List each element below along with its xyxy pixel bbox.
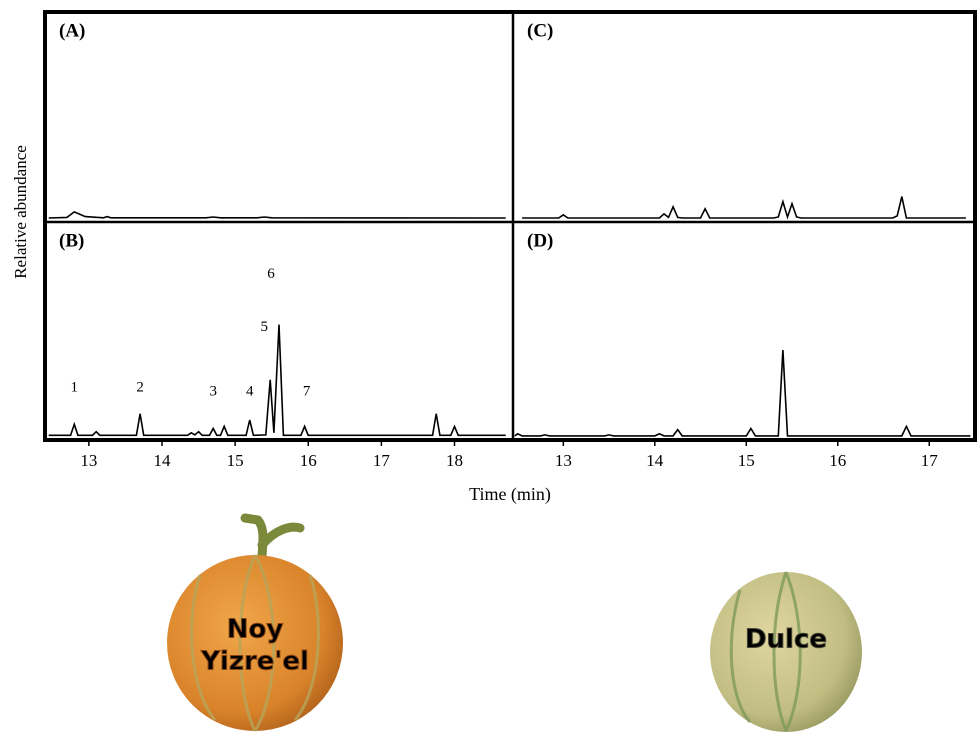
peak-label: 6 — [267, 266, 275, 282]
melon-label: Dulce — [745, 625, 827, 655]
figure: Relative abundance Time (min) Noy Yizre'… — [0, 0, 979, 734]
x-tick-label: 16 — [829, 451, 846, 470]
melon-dulce: Dulce — [710, 572, 862, 732]
trace — [49, 212, 506, 218]
y-axis-label: Relative abundance — [11, 145, 30, 279]
x-axis-label: Time (min) — [469, 484, 551, 505]
x-tick-label: 13 — [80, 451, 97, 470]
peak-label: 2 — [136, 379, 144, 395]
peak-label: 5 — [260, 319, 268, 335]
x-tick-label: 13 — [555, 451, 572, 470]
x-tick-label: 14 — [646, 451, 664, 470]
x-tick-label: 15 — [738, 451, 755, 470]
melon-label: Yizre'el — [200, 647, 309, 677]
melon-noy: Noy Yizre'el — [167, 518, 343, 731]
x-tick-label: 14 — [154, 451, 172, 470]
panel-title: (B) — [59, 230, 84, 251]
x-tick-label: 15 — [227, 451, 244, 470]
peak-label: 3 — [209, 383, 217, 399]
x-tick-label: 16 — [300, 451, 317, 470]
x-tick-label: 17 — [373, 451, 391, 470]
trace — [515, 350, 971, 436]
melon-label: Noy — [227, 615, 284, 645]
x-tick-label: 18 — [446, 451, 463, 470]
panel-title: (D) — [527, 230, 553, 251]
panel-title: (C) — [527, 20, 553, 41]
trace — [49, 325, 506, 436]
peak-label: 7 — [303, 383, 311, 399]
x-tick-label: 17 — [921, 451, 939, 470]
trace — [522, 197, 966, 218]
peak-label: 1 — [71, 379, 79, 395]
peak-label: 4 — [246, 383, 254, 399]
panel-title: (A) — [59, 20, 85, 41]
frame — [45, 12, 975, 440]
